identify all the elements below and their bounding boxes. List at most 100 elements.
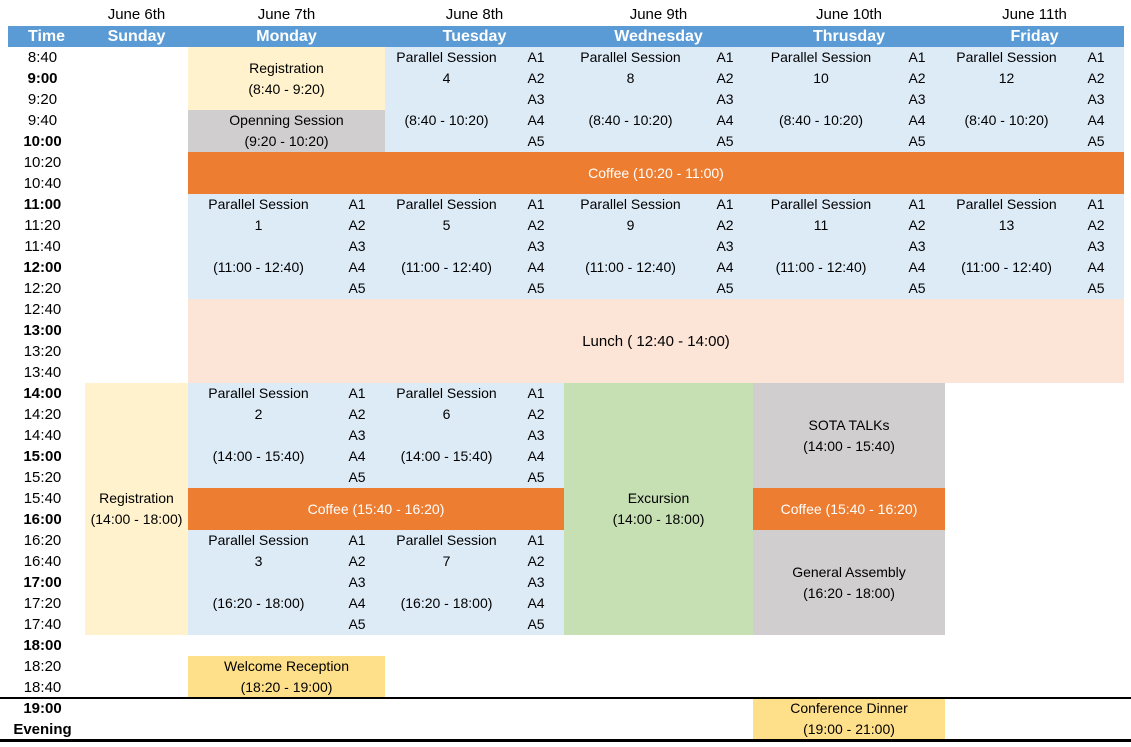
session-ps5: Parallel Session 5 (11:00 - 12:40) A1 A2 A… [385,194,564,299]
time-label: 10:20 [23,154,62,171]
room-label: A5 [527,280,545,296]
time-label: 10:00 [23,133,62,150]
event-time: (16:20 - 18:00) [803,584,895,601]
session-ps8: Parallel Session 8 (8:40 - 10:20) A1 A2 A3… [564,47,753,152]
session-ps2: Parallel Session 2 (14:00 - 15:40) A1 A2 A… [188,383,385,488]
room-label: A3 [348,574,366,590]
time-label: 18:20 [23,658,62,675]
event-coffee-morning: Coffee (10:20 - 11:00) [188,152,1124,194]
header-monday: Monday [188,26,385,47]
room-list: A1 A2 A3 A4 A5 [889,47,945,152]
room-label: A2 [908,70,926,86]
room-label: A1 [716,49,734,65]
time-label: 13:00 [23,322,62,339]
session-title: Parallel Session [396,196,497,212]
room-label: A2 [1087,217,1105,233]
session-ps10: Parallel Session 10 (8:40 - 10:20) A1 A2 A… [753,47,945,152]
session-time: (8:40 - 10:20) [778,112,864,128]
session-ps13: Parallel Session 13 (11:00 - 12:40) A1 A2… [945,194,1124,299]
event-time: (9:20 - 10:20) [244,133,329,149]
room-label: A3 [716,91,734,107]
time-label: 16:40 [23,553,62,570]
session-ps7: Parallel Session 7 (16:20 - 18:00) A1 A2 A… [385,530,564,635]
session-time: (16:20 - 18:00) [400,595,493,611]
event-title: Registration [249,59,324,76]
session-ps4: Parallel Session 4 (8:40 - 10:20) A1 A2 A3… [385,47,564,152]
time-label: 11:00 [23,196,62,213]
time-label: 14:40 [23,427,62,444]
session-time: (11:00 - 12:40) [585,259,676,275]
room-label: A4 [527,112,545,128]
room-label: A4 [908,112,926,128]
room-label: A1 [1087,196,1105,212]
room-label: A4 [348,595,366,611]
time-label: 17:40 [23,616,62,633]
session-number: 6 [442,406,451,422]
room-label: A4 [716,259,734,275]
room-label: A5 [527,469,545,485]
session-time: (8:40 - 10:20) [964,112,1049,128]
room-label: A4 [348,259,366,275]
event-registration-monday: Registration (8:40 - 9:20) [188,47,385,110]
event-registration-sunday: Registration (14:00 - 18:00) [85,383,188,635]
time-label: 16:20 [23,532,62,549]
room-label: A4 [527,259,545,275]
room-list: A1 A2 A3 A4 A5 [697,47,753,152]
session-number: 1 [254,217,263,233]
session-number: 3 [254,553,263,569]
event-title: Conference Dinner [790,700,908,716]
time-label: 12:40 [23,301,62,318]
header-sunday: Sunday [85,26,188,47]
room-label: A1 [348,385,366,401]
event-time: (14:00 - 18:00) [90,511,183,527]
session-title: Parallel Session [770,49,872,65]
room-label: A3 [348,427,366,443]
room-label: A5 [348,280,366,296]
session-number: 4 [442,70,451,86]
time-label: 12:00 [23,259,62,276]
time-column: 8:40 9:00 9:20 9:40 10:00 10:20 10:40 11:00 11:2… [0,47,85,740]
time-label: 17:00 [23,574,62,591]
event-general-assembly: General Assembly (16:20 - 18:00) [753,530,945,635]
session-ps1: Parallel Session 1 (11:00 - 12:40) A1 A2 A… [188,194,385,299]
session-number: 9 [626,217,635,233]
room-list: A1 A2 A3 A4 A5 [1068,47,1124,152]
room-list: A1 A2 A3 A4 A5 [329,194,385,299]
room-label: A4 [527,595,545,611]
room-label: A3 [348,238,366,254]
date-june-11: June 11th [1002,5,1067,23]
time-label: Evening [13,721,72,738]
room-label: A4 [908,259,926,275]
room-list: A1 A2 A3 A4 A5 [508,194,564,299]
room-label: A2 [527,70,545,86]
room-label: A3 [908,91,926,107]
session-number: 11 [813,217,829,233]
session-number: 10 [813,70,829,86]
session-title: Parallel Session [396,385,497,401]
session-time: (11:00 - 12:40) [775,259,867,275]
room-list: A1 A2 A3 A4 A5 [508,383,564,488]
room-label: A4 [1087,112,1105,128]
room-label: A4 [1087,259,1105,275]
event-lunch: Lunch ( 12:40 - 14:00) [188,299,1124,383]
session-ps6: Parallel Session 6 (14:00 - 15:40) A1 A2 A… [385,383,564,488]
room-label: A3 [716,238,734,254]
session-number: 8 [626,70,635,86]
room-label: A2 [908,217,926,233]
room-list: A1 A2 A3 A4 A5 [889,194,945,299]
time-label: 11:20 [24,217,61,234]
session-time: (11:00 - 12:40) [401,259,492,275]
header-thursday: Thrusday [753,26,945,47]
header-time: Time [8,26,85,47]
session-title: Parallel Session [208,532,309,548]
event-time: (14:00 - 15:40) [803,437,895,454]
event-coffee-afternoon-montue: Coffee (15:40 - 16:20) [188,488,564,530]
room-label: A5 [527,133,545,149]
event-title: Openning Session [229,112,344,128]
room-list: A1 A2 A3 A4 A5 [508,530,564,635]
date-june-6: June 6th [107,5,166,23]
event-title: General Assembly [792,563,906,580]
event-time: (14:00 - 18:00) [612,511,705,527]
event-welcome-reception: Welcome Reception (18:20 - 19:00) [188,656,385,697]
session-title: Parallel Session [770,196,872,212]
